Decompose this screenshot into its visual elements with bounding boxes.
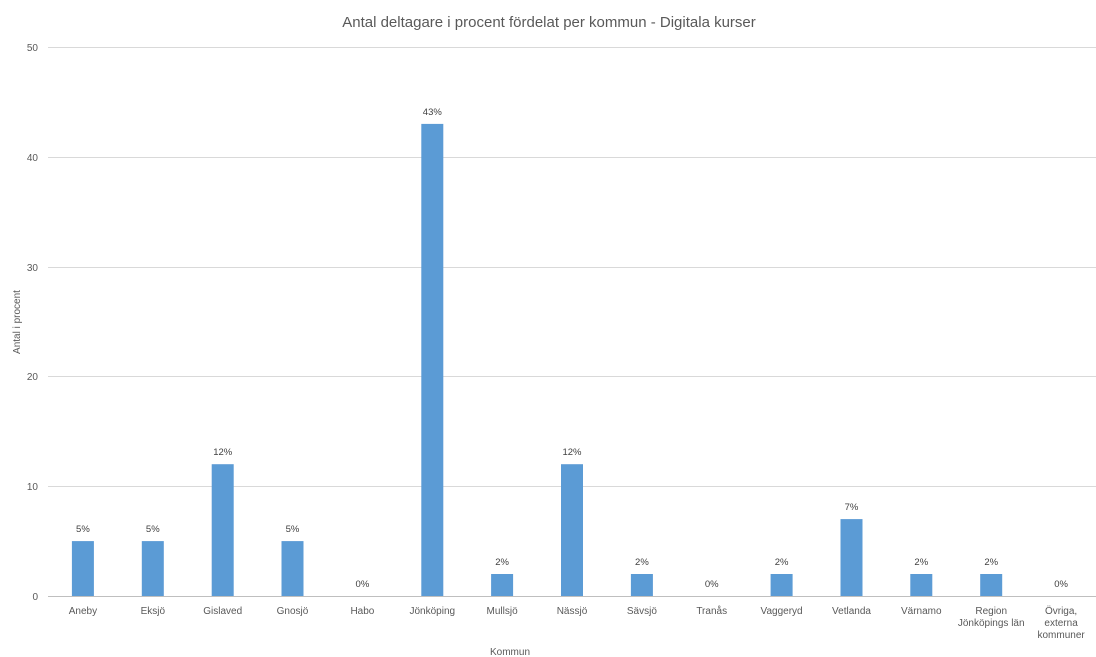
- data-labels: 5% 5% 12% 5% 0% 43% 2% 12% 2% 0% 2% 7% 2% 2% 0%: [76, 107, 1068, 590]
- data-label: 5%: [286, 524, 300, 535]
- category-label: Vaggeryd: [761, 606, 803, 617]
- bar: [141, 541, 164, 596]
- category-label: Region: [975, 606, 1007, 617]
- y-axis-ticks: 0 10 20 30 40 50: [27, 43, 39, 603]
- chart-title: Antal deltagare i procent fördelat per k…: [342, 14, 756, 31]
- bar: [211, 464, 234, 596]
- category-label: Gnosjö: [277, 606, 309, 617]
- data-label: 7%: [845, 502, 859, 513]
- x-axis-categories: Aneby Eksjö Gislaved Gnosjö Habo Jönköping Mul…: [69, 605, 1086, 641]
- bar: [281, 541, 304, 596]
- data-label: 12%: [213, 447, 233, 458]
- data-label: 2%: [984, 557, 998, 568]
- category-label: Habo: [350, 606, 374, 617]
- bar: [561, 464, 583, 596]
- category-label: Vetlanda: [832, 606, 871, 617]
- category-label: Jönköping: [410, 606, 456, 617]
- category-label: kommuner: [1037, 630, 1085, 641]
- category-label: Sävsjö: [627, 606, 657, 617]
- bar: [630, 574, 653, 596]
- bar: [980, 574, 1003, 596]
- data-label: 5%: [146, 524, 160, 535]
- category-label: Aneby: [69, 606, 97, 617]
- category-label: Gislaved: [203, 606, 242, 617]
- category-label: Värnamo: [901, 606, 942, 617]
- bar: [71, 541, 94, 596]
- bar: [421, 123, 444, 597]
- data-label: 0%: [1054, 579, 1068, 590]
- data-label: 2%: [635, 557, 649, 568]
- bars: [71, 123, 1003, 597]
- y-tick-label: 30: [27, 263, 39, 274]
- data-label: 43%: [423, 107, 443, 118]
- y-tick-label: 50: [27, 43, 39, 54]
- category-label: externa: [1044, 618, 1078, 629]
- y-tick-label: 40: [27, 153, 39, 164]
- y-tick-label: 20: [27, 372, 39, 383]
- data-label: 12%: [562, 447, 582, 458]
- category-label: Jönköpings län: [958, 618, 1025, 629]
- bar: [770, 574, 793, 596]
- category-label: Mullsjö: [487, 606, 519, 617]
- bar: [840, 519, 863, 596]
- x-axis-title: Kommun: [490, 647, 530, 657]
- category-label: Tranås: [696, 605, 727, 617]
- bar: [491, 574, 514, 596]
- category-label: Eksjö: [141, 606, 166, 617]
- data-label: 0%: [356, 579, 370, 590]
- bar: [910, 574, 933, 596]
- category-label: Nässjö: [557, 606, 588, 617]
- category-label: Övriga,: [1045, 605, 1077, 617]
- data-label: 2%: [914, 557, 928, 568]
- y-tick-label: 0: [32, 592, 38, 603]
- data-label: 5%: [76, 524, 90, 535]
- y-axis-title: Antal i procent: [12, 290, 23, 354]
- data-label: 2%: [775, 557, 789, 568]
- y-tick-label: 10: [27, 482, 39, 493]
- data-label: 2%: [495, 557, 509, 568]
- data-label: 0%: [705, 579, 719, 590]
